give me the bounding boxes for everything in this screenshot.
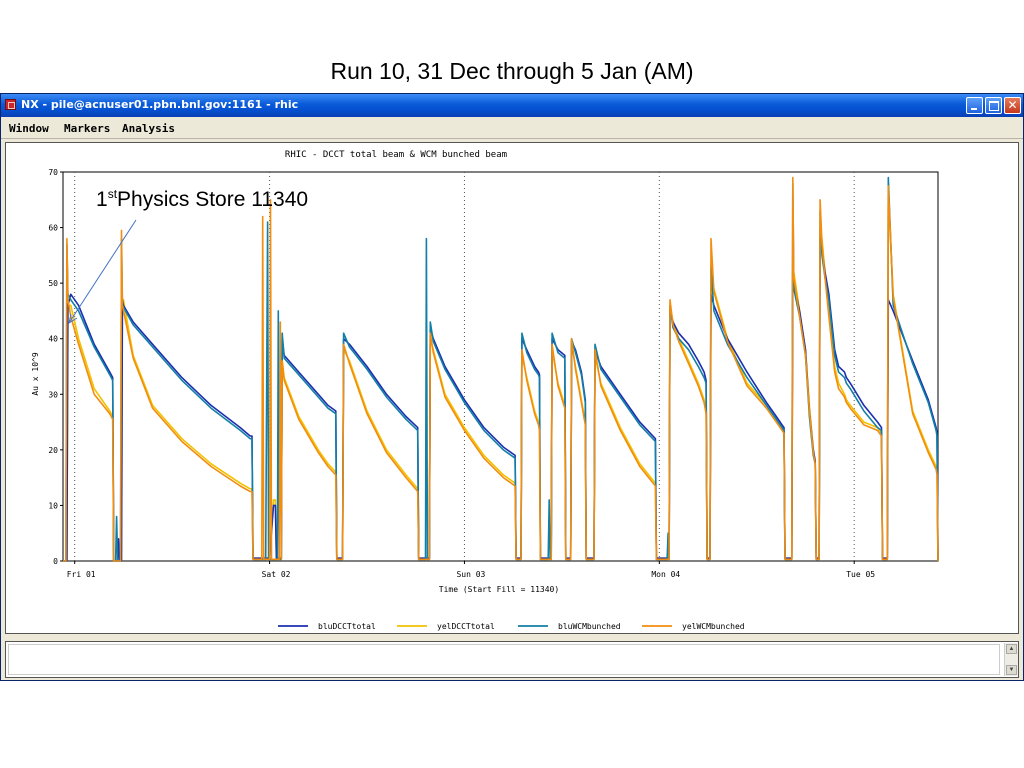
slide-title: Run 10, 31 Dec through 5 Jan (AM): [330, 58, 694, 84]
menu-window[interactable]: Window: [9, 122, 49, 135]
x-tick-label: Sun 03: [456, 570, 485, 579]
chart[interactable]: RHIC - DCCT total beam & WCM bunched bea…: [6, 143, 1018, 633]
legend-label-bluDCCTtotal: bluDCCTtotal: [318, 622, 376, 631]
menu-bar: Window Markers Analysis: [1, 118, 1023, 139]
scroll-down-icon[interactable]: ▼: [1006, 665, 1017, 675]
maximize-button[interactable]: [985, 97, 1002, 114]
x-tick-label: Mon 04: [651, 570, 680, 579]
y-tick-label: 20: [48, 446, 58, 455]
application-icon[interactable]: [5, 99, 16, 110]
legend-label-bluWCMbunched: bluWCMbunched: [558, 622, 621, 631]
output-panel: ▲ ▼: [5, 641, 1019, 678]
chart-title: RHIC - DCCT total beam & WCM bunched bea…: [285, 150, 507, 160]
output-text-area[interactable]: [8, 644, 1000, 675]
legend: bluDCCTtotal yelDCCTtotal bluWCMbunched yel…: [278, 622, 745, 631]
y-tick-label: 0: [53, 557, 58, 566]
y-tick-label: 40: [48, 335, 58, 344]
scroll-up-icon[interactable]: ▲: [1006, 644, 1017, 654]
annotation-superscript: st: [107, 187, 118, 201]
y-tick-label: 30: [48, 390, 58, 399]
close-button[interactable]: ✕: [1004, 97, 1021, 114]
annotation-number: 1: [96, 188, 108, 211]
annotation-label: 1stPhysics Store 11340: [96, 187, 308, 212]
window-title: NX - pile@acnuser01.pbn.bnl.gov:1161 - r…: [21, 98, 299, 111]
legend-label-yelWCMbunched: yelWCMbunched: [682, 622, 745, 631]
x-axis-label: Time (Start Fill = 11340): [439, 585, 559, 594]
series-line-yelWCMbunched: [63, 176, 939, 562]
x-tick-label: Fri 01: [67, 570, 96, 579]
menu-analysis[interactable]: Analysis: [122, 122, 175, 135]
y-tick-label: 10: [48, 501, 58, 510]
application-window: NX - pile@acnuser01.pbn.bnl.gov:1161 - r…: [0, 93, 1024, 681]
y-tick-label: 60: [48, 224, 58, 233]
annotation-text: Physics Store 11340: [117, 188, 309, 211]
x-tick-label: Tue 05: [846, 570, 875, 579]
y-axis-label: Au x 10^9: [31, 352, 40, 396]
menu-markers[interactable]: Markers: [64, 122, 111, 135]
plot-area: 0 10 20 30 40 50 60 70 Fri 01 Sat 02 Sun 03 Mon 04 T…: [48, 168, 939, 579]
legend-label-yelDCCTtotal: yelDCCTtotal: [437, 622, 495, 631]
y-tick-label: 50: [48, 279, 58, 288]
minimize-button[interactable]: [966, 97, 983, 114]
close-icon: ✕: [1007, 98, 1018, 112]
vertical-scrollbar[interactable]: ▲ ▼: [1004, 643, 1018, 676]
y-tick-label: 70: [48, 168, 58, 177]
window-titlebar[interactable]: NX - pile@acnuser01.pbn.bnl.gov:1161 - r…: [1, 94, 1023, 117]
x-tick-label: Sat 02: [262, 570, 291, 579]
plot-panel: RHIC - DCCT total beam & WCM bunched bea…: [5, 142, 1019, 634]
